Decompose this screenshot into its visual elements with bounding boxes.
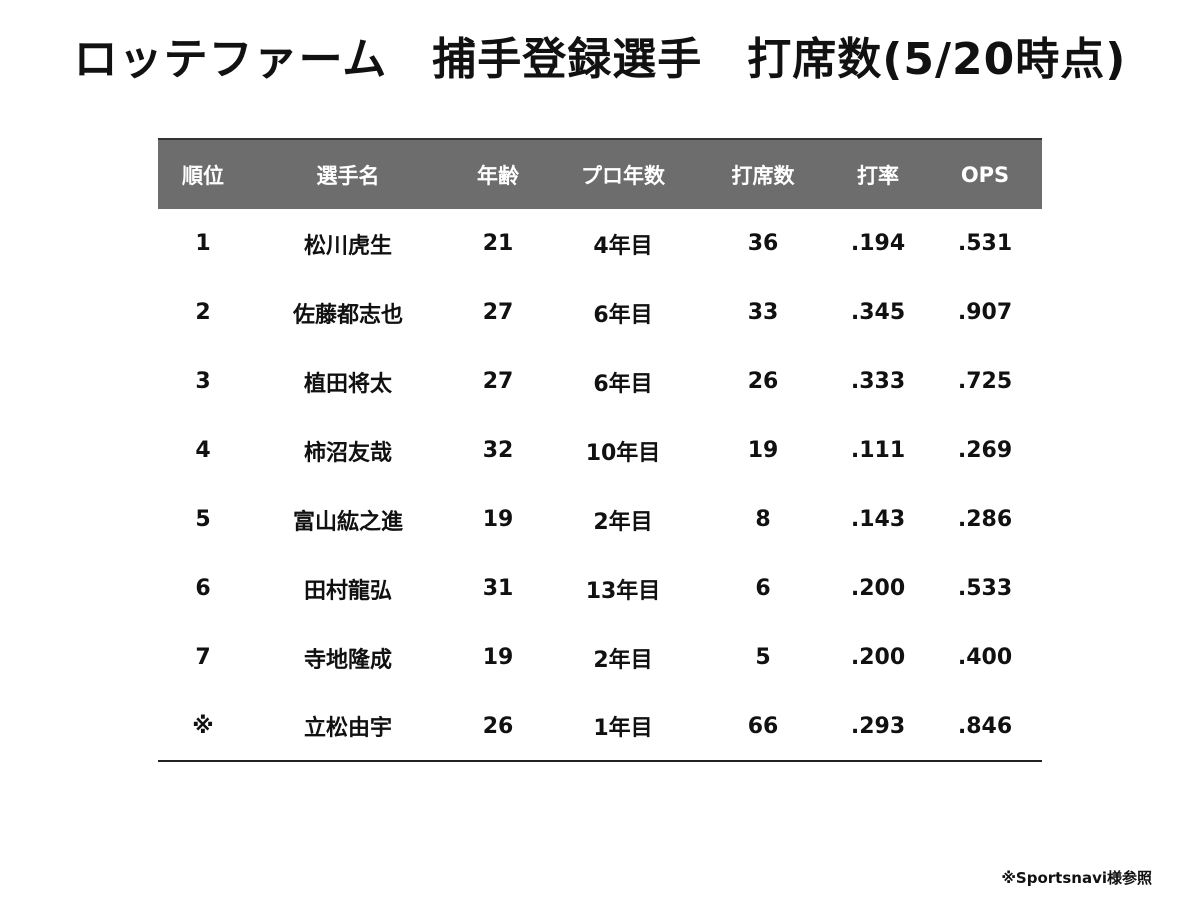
ops-cell: .725 <box>957 369 1013 394</box>
pro-years-cell: 2年目 <box>593 647 653 673</box>
age-cell: 31 <box>482 576 514 601</box>
rank-cell: 1 <box>195 231 211 256</box>
rank-cell: 7 <box>195 645 211 670</box>
ops-cell: .531 <box>957 231 1013 256</box>
pro-years-cell: 4年目 <box>593 233 653 259</box>
column-header: 選手名 <box>316 163 380 188</box>
ops-cell: .269 <box>957 438 1013 463</box>
age-cell: 26 <box>482 713 514 739</box>
column-header: 打率 <box>857 163 899 188</box>
table-row: 4 柿沼友哉 32 10年目 19 .111 .269 <box>158 416 1042 485</box>
page-title: ロッテファーム 捕手登録選手 打席数(5/20時点) <box>73 34 1127 85</box>
ops-cell: .846 <box>957 713 1013 739</box>
player-name-cell: 植田将太 <box>303 371 392 397</box>
table-row: 5 富山紘之進 19 2年目 8 .143 .286 <box>158 485 1042 554</box>
plate-appearances-cell: 5 <box>755 645 771 670</box>
column-header: プロ年数 <box>581 163 665 188</box>
batting-average-cell: .293 <box>850 713 906 739</box>
batting-average-cell: .200 <box>850 576 906 601</box>
player-name-cell: 田村龍弘 <box>303 578 392 604</box>
table-row: 2 佐藤都志也 27 6年目 33 .345 .907 <box>158 278 1042 347</box>
player-name-cell: 立松由宇 <box>303 716 392 741</box>
column-header: 年齢 <box>477 163 519 188</box>
player-name-cell: 富山紘之進 <box>292 509 403 535</box>
ops-cell: .907 <box>957 300 1013 325</box>
batting-average-cell: .143 <box>850 507 906 532</box>
ops-cell: .400 <box>957 645 1013 670</box>
batting-average-cell: .194 <box>850 231 906 256</box>
pro-years-cell: 13年目 <box>585 578 661 604</box>
age-cell: 19 <box>482 507 514 532</box>
age-cell: 19 <box>482 645 514 670</box>
table-row: 6 田村龍弘 31 13年目 6 .200 .533 <box>158 554 1042 623</box>
batting-average-cell: .333 <box>850 369 906 394</box>
rank-cell: 4 <box>195 438 211 463</box>
player-name-cell: 柿沼友哉 <box>303 440 392 466</box>
table-header-row: 順位 選手名 年齢 プロ年数 打席数 打率 OPS <box>158 139 1042 209</box>
batting-average-cell: .345 <box>850 300 906 325</box>
ops-cell: .286 <box>957 507 1013 532</box>
table-row: 7 寺地隆成 19 2年目 5 .200 .400 <box>158 623 1042 692</box>
pro-years-cell: 6年目 <box>593 302 653 328</box>
age-cell: 27 <box>482 300 514 325</box>
age-cell: 32 <box>482 438 514 463</box>
batting-average-cell: .200 <box>850 645 906 670</box>
rank-cell: 3 <box>195 369 211 394</box>
pro-years-cell: 2年目 <box>593 509 653 535</box>
plate-appearances-cell: 6 <box>755 576 771 601</box>
player-name-cell: 寺地隆成 <box>303 647 392 673</box>
rank-cell: ※ <box>192 713 214 739</box>
plate-appearances-cell: 33 <box>747 300 779 325</box>
plate-appearances-cell: 66 <box>747 713 779 739</box>
player-name-cell: 佐藤都志也 <box>292 302 403 328</box>
rank-cell: 2 <box>195 300 211 325</box>
table-row: 1 松川虎生 21 4年目 36 .194 .531 <box>158 209 1042 278</box>
plate-appearances-cell: 36 <box>747 231 779 256</box>
age-cell: 27 <box>482 369 514 394</box>
source-note: ※Sportsnavi様参照 <box>1001 869 1152 887</box>
stats-table: 順位 選手名 年齢 プロ年数 打席数 打率 OPS 1 松川虎生 21 4年目 … <box>158 138 1042 762</box>
pro-years-cell: 10年目 <box>585 440 661 466</box>
table-row: 3 植田将太 27 6年目 26 .333 .725 <box>158 347 1042 416</box>
table-row: ※ 立松由宇 26 1年目 66 .293 .846 <box>158 692 1042 761</box>
player-name-cell: 松川虎生 <box>303 233 392 259</box>
rank-cell: 6 <box>195 576 211 601</box>
plate-appearances-cell: 8 <box>755 507 771 532</box>
ops-cell: .533 <box>957 576 1013 601</box>
column-header: 順位 <box>182 163 224 188</box>
batting-average-cell: .111 <box>850 438 906 463</box>
pro-years-cell: 6年目 <box>593 371 653 397</box>
column-header: 打席数 <box>731 163 795 188</box>
column-header: OPS <box>960 162 1010 187</box>
age-cell: 21 <box>482 231 514 256</box>
plate-appearances-cell: 19 <box>747 438 779 463</box>
plate-appearances-cell: 26 <box>747 369 779 394</box>
pro-years-cell: 1年目 <box>593 716 653 741</box>
rank-cell: 5 <box>195 507 211 532</box>
